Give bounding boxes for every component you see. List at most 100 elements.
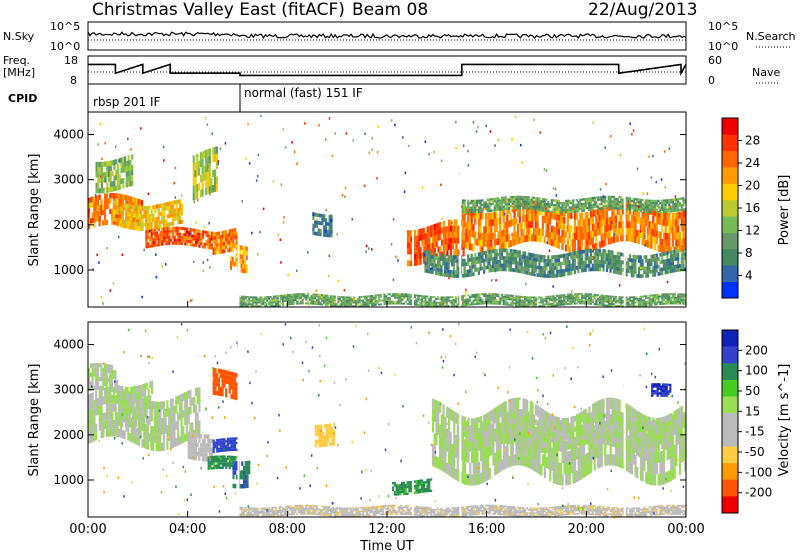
scatter-cell xyxy=(130,213,133,218)
scatter-cell xyxy=(111,395,114,404)
scatter-cell xyxy=(627,261,630,266)
scatter-cell xyxy=(347,300,350,302)
scatter-cell xyxy=(125,182,128,188)
scatter-cell xyxy=(89,418,92,427)
scatter-cell xyxy=(522,208,525,216)
scatter-cell xyxy=(552,299,555,301)
colorbar-segment xyxy=(722,199,738,217)
scatter-cell xyxy=(629,199,632,202)
scatter-cell xyxy=(559,265,562,270)
scatter-cell xyxy=(168,424,171,433)
scatter-cell xyxy=(262,298,265,300)
scatter-cell xyxy=(614,198,617,201)
scatter-cell xyxy=(118,206,121,211)
scatter-cell xyxy=(180,242,183,245)
scatter-cell xyxy=(344,301,347,304)
scatter-cell xyxy=(194,404,197,413)
scatter-cell xyxy=(536,206,539,209)
scatter-cell xyxy=(568,293,571,296)
speckle xyxy=(427,238,429,241)
scatter-cell xyxy=(262,301,265,304)
scatter-cell xyxy=(493,252,496,257)
scatter-cell xyxy=(659,301,662,304)
scatter-cell xyxy=(163,239,166,243)
scatter-cell xyxy=(267,296,270,298)
scatter-cell xyxy=(219,235,222,239)
scatter-cell xyxy=(593,263,596,268)
scatter-cell xyxy=(452,255,456,259)
scatter-cell xyxy=(682,299,685,302)
speckle xyxy=(390,119,393,122)
scatter-cell xyxy=(630,269,633,274)
scatter-cell xyxy=(392,293,395,296)
scatter-cell xyxy=(554,300,557,303)
scatter-cell xyxy=(435,241,438,248)
speckle xyxy=(328,254,330,258)
scatter-cell xyxy=(538,235,541,242)
scatter-cell xyxy=(584,256,587,261)
scatter-cell xyxy=(153,418,157,427)
colorbar-segment xyxy=(722,216,738,233)
scatter-cell xyxy=(484,250,488,255)
scatter-cell xyxy=(648,304,651,307)
scatter-cell xyxy=(515,202,518,205)
scatter-cell xyxy=(588,300,591,303)
scatter-cell xyxy=(479,302,482,305)
scatter-cell xyxy=(678,245,682,253)
scatter-cell xyxy=(541,270,544,274)
scatter-cell xyxy=(668,226,671,234)
scatter-cell xyxy=(383,297,386,300)
scatter-cell xyxy=(568,271,571,276)
scatter-cell xyxy=(161,219,164,224)
scatter-cell xyxy=(127,160,130,166)
scatter-cell xyxy=(285,296,288,298)
scatter-cell xyxy=(173,430,176,439)
scatter-cell xyxy=(431,305,434,307)
speckle xyxy=(370,299,373,302)
scatter-cell xyxy=(376,301,379,304)
scatter-cell xyxy=(609,207,612,210)
scatter-cell xyxy=(164,239,167,243)
scatter-cell xyxy=(488,300,491,303)
scatter-cell xyxy=(97,177,100,183)
scatter-cell xyxy=(305,296,308,299)
scatter-cell xyxy=(662,232,666,240)
scatter-cell xyxy=(566,256,569,261)
scatter-cell xyxy=(88,218,91,225)
scatter-cell xyxy=(675,202,678,205)
scatter-cell xyxy=(543,303,546,306)
scatter-cell xyxy=(115,185,118,191)
scatter-cell xyxy=(228,240,231,245)
scatter-cell xyxy=(570,225,573,233)
scatter-cell xyxy=(581,219,584,227)
scatter-cell xyxy=(444,298,447,300)
scatter-cell xyxy=(170,229,173,233)
scatter-cell xyxy=(244,259,247,265)
scatter-cell xyxy=(668,302,671,305)
scatter-cell xyxy=(659,260,662,265)
scatter-cell xyxy=(550,259,553,263)
scatter-cell xyxy=(506,252,509,257)
scatter-cell xyxy=(645,203,648,207)
scatter-cell xyxy=(554,255,557,259)
scatter-cell xyxy=(645,258,648,263)
scatter-cell xyxy=(410,230,413,237)
scatter-cell xyxy=(153,401,157,410)
scatter-cell xyxy=(159,239,162,243)
scatter-cell xyxy=(394,302,397,305)
scatter-cell xyxy=(408,242,411,249)
speckle xyxy=(304,122,306,125)
cpid-mode-1: rbsp 201 IF xyxy=(93,95,160,109)
scatter-cell xyxy=(499,299,502,302)
scatter-cell xyxy=(139,430,142,439)
scatter-cell xyxy=(479,232,482,240)
scatter-cell xyxy=(168,407,171,417)
scatter-cell xyxy=(189,234,192,238)
scatter-cell xyxy=(155,426,158,435)
scatter-cell xyxy=(581,296,584,299)
scatter-cell xyxy=(91,433,94,443)
speckle xyxy=(318,124,320,127)
scatter-cell xyxy=(100,388,103,397)
scatter-cell xyxy=(550,274,553,278)
scatter-cell xyxy=(646,213,649,221)
